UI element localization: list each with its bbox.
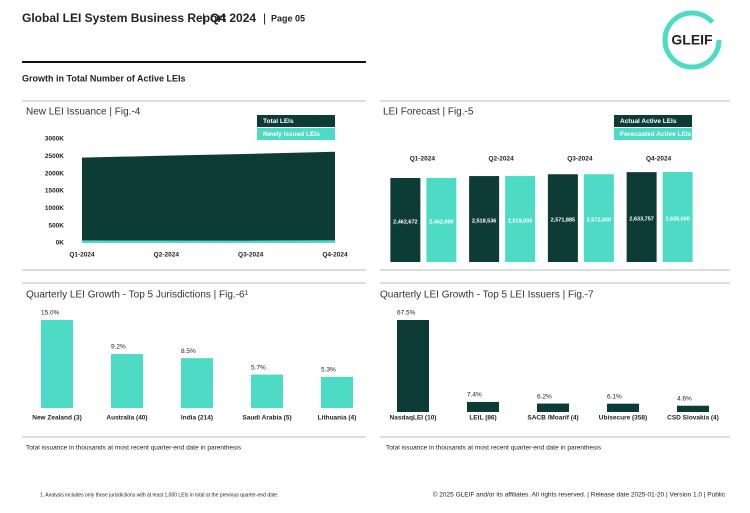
value-label: 2,462,000 — [429, 219, 453, 225]
legend-label: Forecasted Active LEIs — [620, 131, 692, 138]
legend-swatch — [257, 115, 335, 127]
value-label: 2,519,000 — [508, 218, 532, 224]
x-tick-label: Q4-2024 — [322, 252, 348, 259]
chart-note: Total issuance in thousands at most rece… — [26, 445, 242, 452]
x-tick-label: Australia (40) — [106, 415, 147, 422]
bar — [607, 403, 639, 412]
y-tick-label: 500K — [48, 222, 64, 229]
x-tick-label: LEIL (86) — [469, 415, 496, 422]
x-tick-label: SACB /Moarif (4) — [527, 415, 578, 422]
x-tick-label: Q3-2024 — [567, 156, 593, 163]
x-tick-label: Q1-2024 — [69, 252, 95, 259]
bar — [662, 172, 693, 262]
bar — [426, 178, 457, 262]
y-tick-label: 0K — [56, 240, 65, 247]
legend-swatch — [257, 128, 335, 140]
value-label: 2,462,672 — [393, 219, 417, 225]
value-label: 4.6% — [677, 395, 692, 402]
value-label: 2,571,885 — [551, 218, 575, 224]
x-tick-label: Q3-2024 — [238, 252, 264, 259]
bar — [467, 401, 499, 412]
value-label: 67.5% — [397, 310, 416, 317]
area — [82, 151, 335, 243]
legend-swatch — [614, 115, 692, 127]
bar — [111, 354, 143, 408]
logo: GLEIF — [671, 32, 713, 48]
x-tick-label: Q2-2024 — [154, 252, 180, 259]
x-tick-label: Q2-2024 — [488, 156, 514, 163]
x-tick-label: Saudi Arabia (5) — [242, 415, 291, 422]
value-label: 5.3% — [321, 367, 336, 374]
x-tick-label: Lithuania (4) — [318, 415, 357, 422]
x-tick-label: NasdaqLEI (10) — [390, 415, 437, 422]
value-label: 9.2% — [111, 344, 126, 351]
y-tick-label: 2500K — [45, 153, 64, 160]
bar — [251, 374, 283, 408]
value-label: 2,572,000 — [587, 218, 611, 224]
bar — [469, 176, 500, 262]
section-title: Growth in Total Number of Active LEIs — [22, 73, 186, 83]
chart-title: Quarterly LEI Growth - Top 5 Jurisdictio… — [26, 290, 249, 301]
bar — [181, 358, 213, 408]
y-tick-label: 1500K — [45, 188, 64, 195]
copyright: © 2025 GLEIF and/or its affiliates. All … — [433, 491, 726, 499]
area — [82, 240, 335, 243]
bar — [321, 376, 353, 408]
footnote: 1. Analysis includes only those jurisdic… — [40, 492, 278, 498]
bar — [677, 405, 709, 412]
value-label: 7.4% — [467, 392, 482, 399]
value-label: 2,518,536 — [472, 218, 496, 224]
bar — [583, 174, 614, 262]
separator: | — [263, 11, 266, 25]
x-tick-label: Q4-2024 — [646, 156, 672, 163]
x-tick-label: India (214) — [181, 415, 213, 422]
legend-label: Actual Active LEIs — [620, 118, 677, 125]
chart-title: New LEI Issuance | Fig.-4 — [26, 107, 141, 118]
bar — [547, 174, 578, 262]
value-label: 2,633,757 — [629, 217, 653, 223]
page-number: Page 05 — [271, 13, 305, 23]
legend-label: Newly Issued LEIs — [263, 131, 320, 138]
bar — [397, 320, 429, 412]
bar — [537, 403, 569, 412]
bar — [390, 177, 421, 262]
report-quarter: Q4 2024 — [210, 11, 256, 25]
logo-ring — [662, 10, 722, 70]
legend-swatch — [614, 128, 692, 140]
value-label: 15.0% — [41, 310, 60, 317]
bar — [626, 172, 657, 262]
chart-title: Quarterly LEI Growth - Top 5 LEI Issuers… — [380, 290, 594, 301]
x-tick-label: New Zealand (3) — [32, 415, 81, 422]
legend-label: Total LEIs — [263, 118, 294, 125]
report-title: Global LEI System Business Report — [22, 11, 226, 25]
bar — [505, 176, 536, 262]
x-tick-label: Ubisecure (358) — [599, 415, 647, 422]
chart-note: Total issuance in thousands at most rece… — [386, 445, 602, 452]
separator: | — [202, 11, 205, 25]
y-tick-label: 1000K — [45, 205, 64, 212]
value-label: 8.5% — [181, 348, 196, 355]
value-label: 6.2% — [537, 393, 552, 400]
value-label: 2,638,000 — [665, 216, 689, 222]
value-label: 6.1% — [607, 393, 622, 400]
bar — [41, 320, 73, 408]
y-tick-label: 2000K — [45, 170, 64, 177]
value-label: 5.7% — [251, 364, 266, 371]
y-tick-label: 3000K — [45, 136, 64, 143]
chart-title: LEI Forecast | Fig.-5 — [383, 107, 474, 118]
x-tick-label: Q1-2024 — [410, 156, 436, 163]
x-tick-label: CSD Slovakia (4) — [667, 415, 719, 422]
